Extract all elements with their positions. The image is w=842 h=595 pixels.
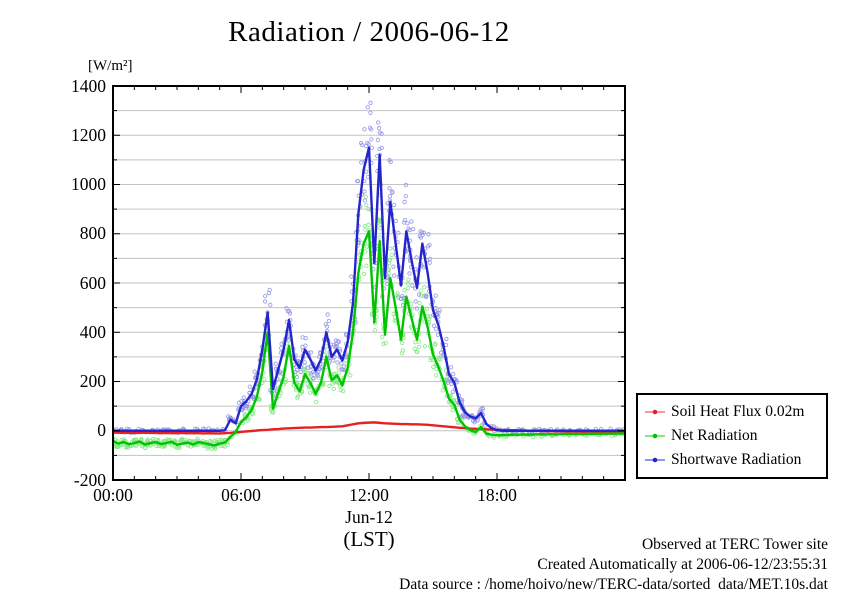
legend-marker-icon: [645, 433, 665, 439]
legend-item-label: Soil Heat Flux 0.02m: [671, 403, 805, 420]
y-tick-label: 800: [79, 223, 106, 244]
legend-item: Shortwave Radiation: [644, 448, 826, 472]
y-axis-unit-label: [W/m²]: [88, 58, 133, 74]
y-tick-label: -200: [73, 469, 106, 490]
legend-item-label: Net Radiation: [671, 427, 758, 444]
footer-created-line: Created Automatically at 2006-06-12/23:5…: [537, 556, 828, 573]
legend-marker-icon: [645, 457, 665, 463]
x-tick-label: 06:00: [221, 485, 261, 505]
y-tick-label: 0: [97, 420, 106, 441]
x-tick-label: 12:00: [349, 485, 389, 505]
footer-datasource-line: Data source : /home/hoivo/new/TERC-data/…: [399, 576, 828, 593]
x-axis-timezone-label: (LST): [343, 527, 395, 551]
y-tick-label: 600: [79, 272, 106, 293]
legend-item: Soil Heat Flux 0.02m: [644, 400, 826, 424]
chart-title: Radiation / 2006-06-12: [228, 16, 510, 48]
y-tick-label: 1200: [71, 124, 106, 145]
y-tick-label: 400: [79, 321, 106, 342]
legend-item-label: Shortwave Radiation: [671, 451, 802, 468]
legend-marker-icon: [645, 409, 665, 415]
footer-text: Observed at TERC Tower site Created Auto…: [399, 535, 828, 595]
y-tick-label: 1000: [71, 174, 106, 194]
legend-item: Net Radiation: [644, 424, 826, 448]
x-tick-label: 00:00: [93, 485, 133, 505]
y-tick-label: 200: [79, 371, 106, 391]
legend-box: Soil Heat Flux 0.02m Net Radiation Shortwa…: [636, 393, 828, 479]
footer-observed-line: Observed at TERC Tower site: [641, 536, 828, 553]
x-axis-date-label: Jun-12: [345, 507, 393, 527]
x-tick-label: 18:00: [477, 485, 517, 505]
y-tick-label: 1400: [71, 75, 106, 96]
